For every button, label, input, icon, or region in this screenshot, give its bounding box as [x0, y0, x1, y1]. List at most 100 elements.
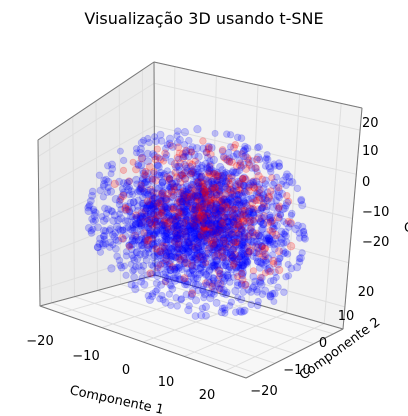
blue-point-1059 — [245, 181, 253, 190]
blue-point-1275 — [261, 155, 270, 164]
red-point-743 — [170, 186, 179, 194]
blue-point-2195 — [229, 217, 238, 226]
blue-point-246 — [182, 147, 191, 156]
blue-point-883 — [202, 185, 210, 193]
red-point-1094 — [230, 224, 239, 233]
blue-point-1012 — [171, 238, 179, 246]
blue-point-73 — [168, 180, 177, 188]
blue-point-1086 — [218, 177, 227, 186]
axis-edge-2 — [39, 274, 156, 307]
blue-point-304 — [146, 200, 155, 209]
blue-point-874 — [191, 220, 199, 228]
blue-point-1346 — [234, 191, 243, 200]
blue-point-592 — [172, 202, 180, 210]
red-point-259 — [162, 195, 171, 204]
blue-point-171 — [110, 232, 119, 241]
red-point-981 — [225, 199, 235, 209]
blue-point-1724 — [211, 205, 220, 214]
red-point-1009 — [223, 200, 232, 209]
blue-point-1317 — [153, 271, 162, 280]
blue-point-830 — [231, 225, 240, 234]
blue-point-1629 — [238, 192, 247, 200]
red-point-1616 — [221, 224, 231, 234]
blue-point-768 — [190, 168, 199, 176]
blue-point-10 — [104, 205, 113, 214]
red-point-1281 — [193, 192, 201, 201]
blue-point-13 — [84, 203, 92, 212]
red-point-80 — [129, 158, 137, 166]
blue-point-486 — [132, 175, 141, 184]
blue-point-1409 — [187, 227, 196, 236]
blue-point-112 — [99, 180, 109, 189]
red-point-1438 — [208, 228, 216, 236]
blue-point-1298 — [179, 204, 187, 212]
red-point-127 — [178, 149, 188, 159]
red-point-1201 — [243, 154, 252, 163]
axes-box — [37, 61, 363, 379]
blue-point-1702 — [235, 230, 244, 238]
blue-point-352 — [191, 234, 199, 243]
blue-point-554 — [226, 154, 234, 162]
blue-point-1335 — [184, 197, 193, 205]
x-grid-back — [323, 103, 342, 324]
blue-point-755 — [134, 196, 142, 204]
blue-point-399 — [193, 125, 202, 134]
blue-point-311 — [158, 226, 167, 235]
blue-point-1395 — [219, 270, 227, 278]
blue-point-324 — [128, 233, 136, 241]
blue-point-609 — [146, 229, 155, 238]
blue-point-827 — [207, 259, 216, 267]
blue-point-425 — [137, 183, 145, 192]
blue-point-1830 — [198, 304, 207, 313]
blue-point-270 — [150, 194, 158, 202]
red-point-1247 — [203, 209, 211, 218]
blue-point-1579 — [275, 162, 284, 171]
blue-point-702 — [169, 203, 179, 212]
red-point-1152 — [184, 237, 193, 246]
blue-point-242 — [150, 202, 159, 211]
blue-point-1754 — [282, 181, 290, 190]
blue-point-856 — [197, 178, 205, 186]
y-tick-label: −20 — [250, 384, 277, 399]
blue-point-195 — [152, 207, 161, 216]
red-point-47 — [125, 177, 133, 186]
blue-point-1507 — [184, 212, 193, 221]
blue-point-948 — [165, 259, 174, 268]
blue-point-1537 — [228, 177, 236, 186]
axis-edge-0 — [39, 305, 247, 379]
blue-point-43 — [109, 216, 118, 225]
blue-point-475 — [145, 230, 154, 239]
blue-point-649 — [221, 212, 230, 222]
blue-point-1723 — [184, 248, 193, 257]
blue-point-321 — [165, 185, 174, 194]
red-point-1416 — [182, 192, 192, 201]
blue-point-277 — [149, 200, 158, 209]
blue-point-1280 — [179, 276, 188, 284]
blue-point-1425 — [224, 273, 233, 282]
blue-point-1614 — [157, 237, 167, 246]
blue-point-1287 — [181, 258, 190, 267]
blue-point-1316 — [240, 173, 248, 182]
blue-point-1212 — [187, 222, 195, 230]
blue-point-1672 — [236, 250, 246, 260]
blue-point-925 — [181, 241, 190, 251]
blue-point-1236 — [197, 228, 205, 236]
red-point-1609 — [200, 225, 208, 233]
blue-point-485 — [162, 230, 170, 238]
blue-point-854 — [160, 232, 168, 240]
blue-point-1249 — [204, 230, 213, 239]
red-point-1064 — [194, 178, 203, 187]
blue-point-1502 — [193, 274, 202, 283]
blue-point-381 — [158, 178, 167, 187]
blue-point-513 — [209, 155, 219, 165]
red-point-138 — [151, 214, 160, 223]
blue-point-371 — [116, 226, 125, 235]
red-point-280 — [121, 205, 130, 214]
blue-point-38 — [106, 225, 115, 234]
blue-point-2312 — [256, 278, 265, 287]
axis-edge-6 — [342, 107, 363, 330]
blue-point-1650 — [245, 196, 253, 204]
blue-point-182 — [189, 191, 198, 200]
blue-point-695 — [133, 254, 142, 263]
blue-point-1688 — [243, 252, 251, 261]
